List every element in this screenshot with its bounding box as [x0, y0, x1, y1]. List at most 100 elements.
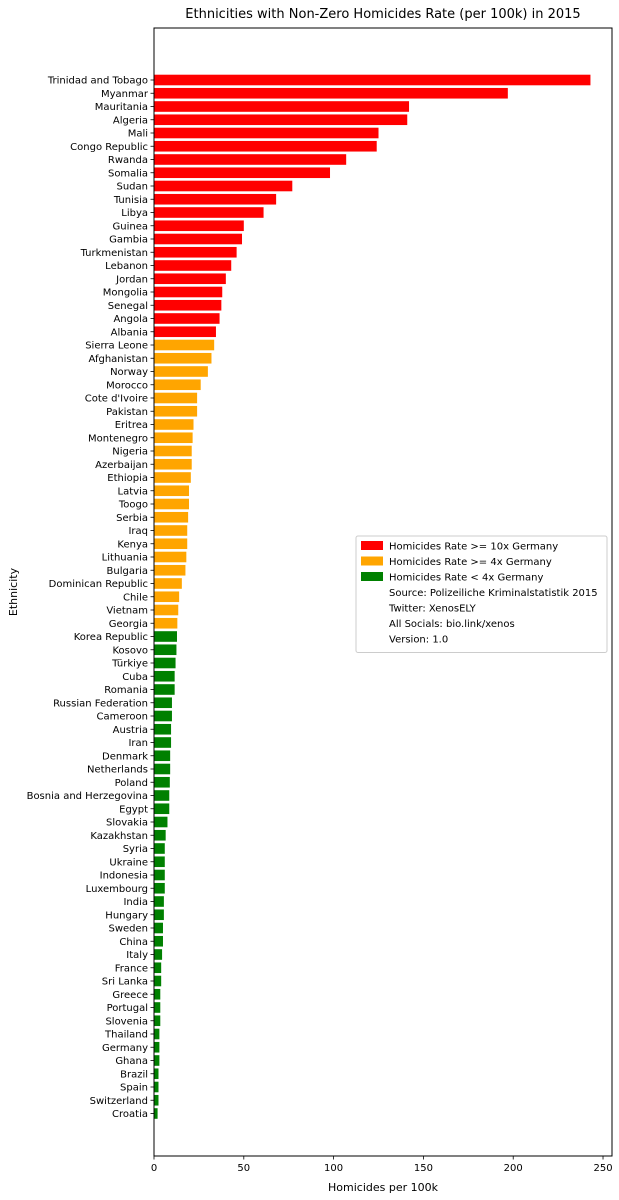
legend-note: Twitter: XenosELY — [388, 604, 477, 615]
bar-sudan — [154, 180, 293, 192]
y-tick-label: Chile — [123, 592, 148, 603]
y-tick-label: Dominican Republic — [49, 579, 148, 590]
bar-sri-lanka — [154, 975, 162, 987]
bar-turkiye — [154, 657, 176, 669]
bar-norway — [154, 366, 208, 377]
y-tick-label: Vietnam — [106, 606, 148, 617]
bars-layer — [154, 74, 591, 1119]
y-tick-label: France — [115, 963, 148, 974]
bar-lithuania — [154, 551, 187, 563]
y-tick-label: Pakistan — [106, 407, 148, 418]
bar-germany — [154, 1041, 160, 1053]
bar-thailand — [154, 1028, 160, 1040]
bar-sierra-leone — [154, 339, 215, 351]
legend-label: Homicides Rate >= 10x Germany — [389, 542, 558, 553]
bar-austria — [154, 723, 172, 735]
y-tick-label: Slovakia — [106, 818, 148, 829]
bar-spain — [154, 1081, 159, 1093]
y-tick-label: Cameroon — [97, 712, 148, 723]
bar-georgia — [154, 617, 178, 629]
bar-romania — [154, 684, 175, 695]
y-tick-label: Syria — [123, 844, 148, 855]
y-tick-label: Trinidad and Tobago — [47, 76, 148, 87]
bar-dominican-republic — [154, 578, 182, 589]
bar-algeria — [154, 114, 408, 126]
bar-nigeria — [154, 445, 192, 457]
x-tick-label: 250 — [593, 1163, 612, 1174]
bar-albania — [154, 326, 216, 338]
legend-swatch-low — [361, 572, 383, 581]
y-tick-label: Ethiopia — [107, 473, 148, 484]
y-tick-label: Rwanda — [108, 155, 148, 166]
y-tick-label: Bulgaria — [107, 566, 148, 577]
y-tick-label: Iran — [128, 738, 148, 749]
bar-trinidad-and-tobago — [154, 74, 591, 86]
bar-bosnia-and-herzegovina — [154, 790, 170, 801]
bar-vietnam — [154, 604, 179, 616]
y-tick-label: Serbia — [116, 513, 148, 524]
bar-senegal — [154, 299, 222, 311]
bar-portugal — [154, 1002, 161, 1013]
y-tick-label: Brazil — [120, 1069, 148, 1080]
x-tick-label: 100 — [324, 1163, 343, 1174]
bar-italy — [154, 949, 163, 960]
x-tick-label: 150 — [414, 1163, 433, 1174]
y-tick-label: Kosovo — [112, 645, 148, 656]
y-tick-label: Poland — [115, 778, 148, 789]
bar-brazil — [154, 1068, 159, 1080]
y-tick-label: Mauritania — [95, 102, 148, 113]
y-tick-label: Slovenia — [105, 1016, 148, 1027]
y-tick-label: Romania — [104, 685, 148, 696]
bar-cote-d-ivoire — [154, 392, 198, 404]
y-tick-label: Netherlands — [87, 765, 148, 776]
legend-swatch-mid — [361, 556, 383, 566]
y-tick-label: Angola — [113, 314, 148, 325]
bar-kosovo — [154, 644, 177, 656]
y-tick-label: Sri Lanka — [102, 977, 148, 988]
y-tick-label: Portugal — [107, 1003, 148, 1014]
legend-box — [355, 535, 608, 653]
y-tick-label: Kazakhstan — [90, 831, 148, 842]
y-tick-label: Azerbaijan — [95, 460, 148, 471]
bar-latvia — [154, 485, 190, 497]
y-tick-label: Germany — [102, 1043, 148, 1054]
y-tick-label: Congo Republic — [70, 142, 148, 153]
bar-poland — [154, 776, 170, 788]
y-tick-label: Gambia — [109, 235, 148, 246]
legend: Homicides Rate >= 10x Germany Homicides R… — [355, 535, 608, 653]
bar-greece — [154, 988, 161, 1000]
bar-angola — [154, 313, 220, 324]
y-tick-label: Italy — [126, 950, 148, 961]
bar-bulgaria — [154, 564, 186, 576]
bar-india — [154, 896, 164, 907]
y-tick-label: Hungary — [105, 910, 148, 921]
bar-iraq — [154, 525, 188, 536]
bar-cameroon — [154, 710, 172, 722]
y-tick-label: Korea Republic — [74, 632, 148, 643]
bar-azerbaijan — [154, 458, 192, 470]
bar-korea-republic — [154, 631, 177, 642]
y-tick-label: Guinea — [113, 221, 148, 232]
y-tick-label: Jordan — [115, 274, 148, 285]
bar-rwanda — [154, 154, 347, 165]
y-tick-label: Sweden — [108, 924, 148, 935]
y-tick-labels: Trinidad and Tobago Myanmar Mauritania Alge… — [27, 76, 154, 1120]
bar-congo-republic — [154, 140, 377, 152]
y-tick-label: Sierra Leone — [85, 341, 148, 352]
y-tick-label: Latvia — [118, 486, 148, 497]
x-axis-ticks: 0 50 100 150 200 250 — [151, 1156, 613, 1174]
y-tick-label: Bosnia and Herzegovina — [27, 791, 148, 802]
y-tick-label: China — [119, 937, 148, 948]
y-tick-label: Montenegro — [88, 433, 148, 444]
bar-ghana — [154, 1055, 160, 1066]
bar-mali — [154, 127, 379, 139]
y-tick-label: Türkiye — [111, 659, 148, 670]
y-axis-label: Ethnicity — [7, 567, 20, 616]
bar-chile — [154, 591, 180, 603]
bar-morocco — [154, 379, 201, 391]
y-tick-label: Georgia — [109, 619, 148, 630]
y-tick-label: Sudan — [117, 182, 149, 193]
y-tick-label: Lebanon — [105, 261, 148, 272]
bar-kazakhstan — [154, 829, 166, 841]
